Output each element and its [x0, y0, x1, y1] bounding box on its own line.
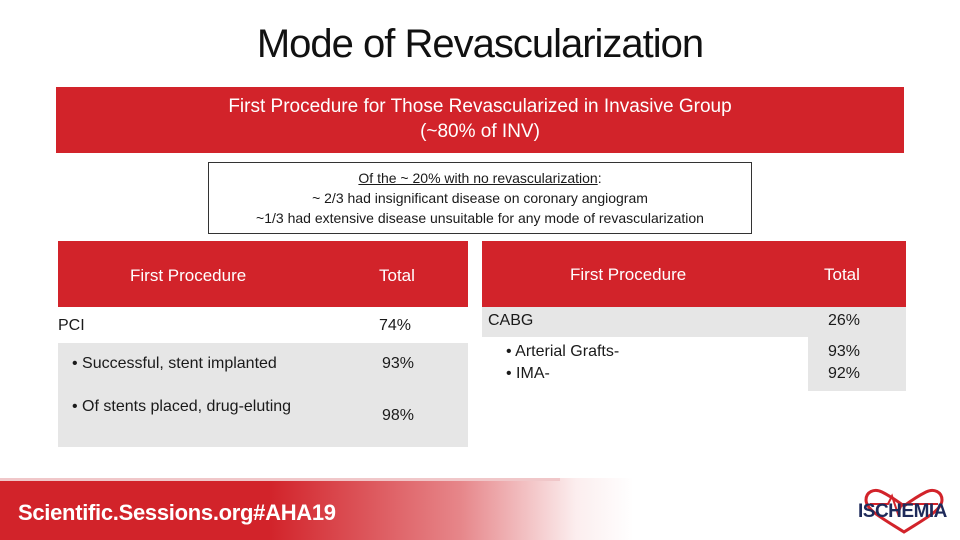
cabg-table-header: First Procedure Total: [482, 241, 906, 307]
banner-line-1: First Procedure for Those Revascularized…: [228, 96, 732, 117]
note-line-3: ~1/3 had extensive disease unsuitable fo…: [256, 210, 704, 226]
table-row: CABG 26%: [482, 307, 906, 337]
pci-header-procedure: First Procedure: [130, 266, 247, 285]
note-lead: Of the ~ 20% with no revascularization: [358, 170, 598, 186]
row-value: 92%: [828, 365, 861, 382]
table-row: • Of stents placed, drug-eluting 98%: [58, 385, 468, 447]
note-lead-suffix: :: [597, 170, 602, 186]
value-cell: 93% 92%: [808, 337, 906, 391]
ischemia-logo-heart-icon: [864, 488, 944, 534]
footer-divider: [0, 478, 560, 481]
cabg-table: First Procedure Total CABG 26% • Arteria…: [482, 241, 906, 391]
summary-banner: First Procedure for Those Revascularized…: [56, 87, 904, 153]
row-value: 93%: [828, 343, 861, 360]
footer-brand: Scientific.Sessions.org#AHA19: [18, 500, 336, 525]
pci-table: First Procedure Total PCI 74% • Successf…: [50, 241, 468, 447]
row-value: 93%: [382, 355, 415, 372]
table-row: PCI 74%: [50, 307, 468, 343]
pci-table-header: First Procedure Total: [58, 241, 468, 307]
row-label: CABG: [488, 312, 534, 329]
ischemia-logo-text: ISCHEMIA: [858, 501, 947, 522]
row-value: 26%: [828, 312, 861, 329]
table-row: • Successful, stent implanted 93%: [58, 343, 468, 385]
row-label: • Arterial Grafts-: [506, 343, 620, 360]
note-line-2: ~ 2/3 had insignificant disease on coron…: [312, 190, 648, 206]
note-line-1: Of the ~ 20% with no revascularization:: [209, 168, 751, 188]
cabg-header-total: Total: [824, 265, 860, 284]
no-revascularization-note: Of the ~ 20% with no revascularization: …: [208, 162, 752, 234]
row-value: 98%: [382, 407, 415, 424]
row-label: • Of stents placed, drug-eluting: [72, 398, 292, 415]
row-label: • IMA-: [506, 365, 550, 382]
row-value: 74%: [379, 317, 412, 334]
slide-title: Mode of Revascularization: [256, 22, 704, 66]
footer-band: [0, 478, 960, 540]
cabg-header-procedure: First Procedure: [570, 265, 687, 284]
row-label: PCI: [58, 317, 85, 334]
row-label: • Successful, stent implanted: [72, 355, 277, 372]
pci-header-total: Total: [379, 266, 415, 285]
banner-line-2: (~80% of INV): [420, 121, 540, 142]
